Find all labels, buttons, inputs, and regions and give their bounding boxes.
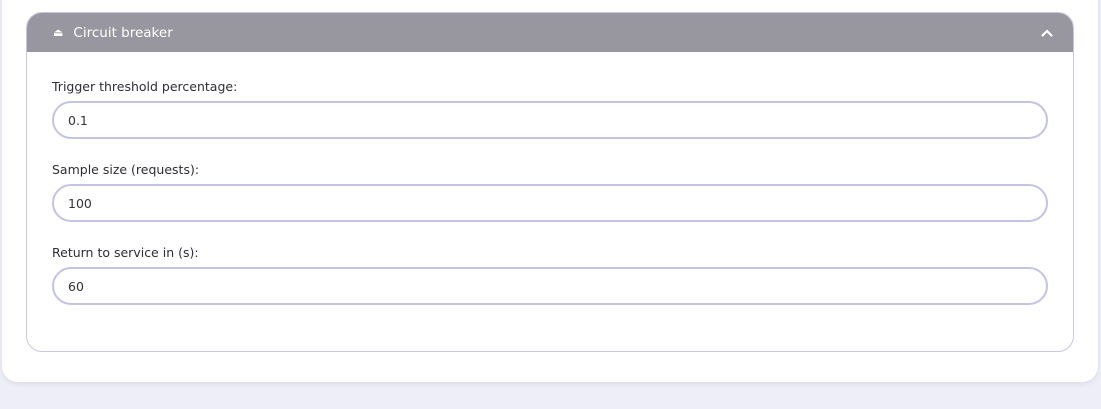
trigger-threshold-input[interactable] xyxy=(52,101,1048,139)
return-to-service-field: Return to service in (s): xyxy=(52,245,1048,305)
sample-size-input[interactable] xyxy=(52,184,1048,222)
return-to-service-input[interactable] xyxy=(52,267,1048,305)
panel-title: Circuit breaker xyxy=(73,24,173,41)
field-label: Sample size (requests): xyxy=(52,162,200,177)
eject-icon: ⏏ xyxy=(53,26,64,39)
chevron-up-icon[interactable] xyxy=(1035,28,1059,37)
field-label: Return to service in (s): xyxy=(52,245,199,260)
trigger-threshold-field: Trigger threshold percentage: xyxy=(52,79,1048,139)
circuit-breaker-panel: ⏏ Circuit breaker Trigger threshold perc… xyxy=(26,12,1074,352)
panel-header[interactable]: ⏏ Circuit breaker xyxy=(27,13,1073,52)
sample-size-field: Sample size (requests): xyxy=(52,162,1048,222)
field-label: Trigger threshold percentage: xyxy=(52,79,238,94)
